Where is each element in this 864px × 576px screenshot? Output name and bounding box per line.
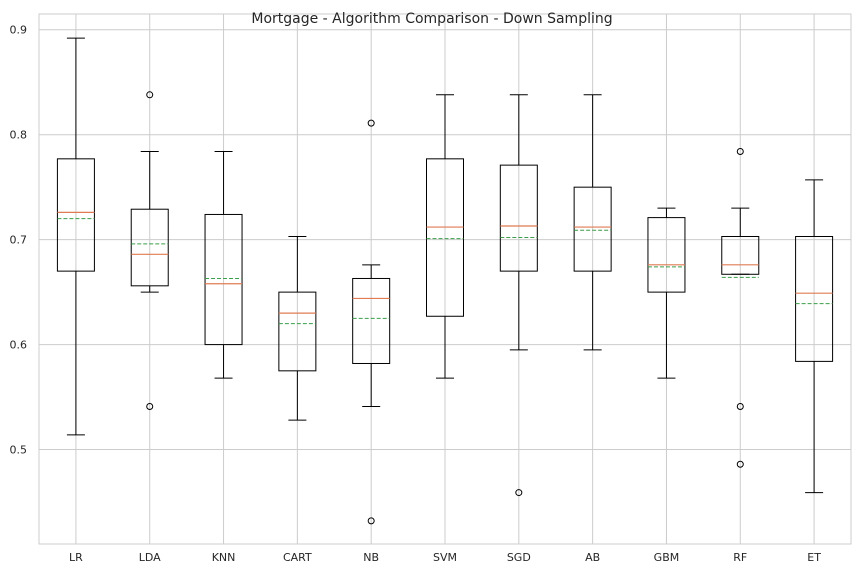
iqr-box (352, 277, 391, 364)
y-tick-label: 0.7 (10, 234, 28, 247)
outlier-point (367, 119, 375, 127)
x-tick-label: CART (283, 551, 312, 564)
outlier-point (367, 517, 375, 525)
iqr-box (573, 186, 612, 272)
y-tick-label: 0.5 (10, 444, 28, 457)
box-svm (426, 94, 464, 379)
grid-lines (39, 14, 851, 544)
iqr-box (426, 158, 464, 317)
y-tick-label: 0.6 (10, 339, 28, 352)
iqr-box (56, 158, 95, 272)
x-tick-label: LR (69, 551, 83, 564)
box-rf (721, 147, 760, 468)
x-tick-label: RF (733, 551, 747, 564)
outlier-point (515, 489, 523, 497)
box-sgd (499, 94, 538, 497)
x-tick-label: SGD (507, 551, 531, 564)
outlier-point (736, 147, 744, 155)
x-tick-label: ET (807, 551, 821, 564)
outlier-point (736, 460, 744, 468)
x-tick-label: GBM (654, 551, 680, 564)
iqr-box (647, 217, 686, 293)
box-et (795, 179, 834, 494)
iqr-box (499, 164, 538, 272)
y-tick-label: 0.8 (10, 129, 28, 142)
iqr-box (721, 235, 760, 275)
box-cart (278, 235, 317, 421)
x-tick-label: NB (363, 551, 379, 564)
y-axis-tick-labels: 0.5 0.6 0.7 0.8 0.9 (10, 24, 28, 457)
plot-area-frame (38, 13, 852, 545)
iqr-box (795, 235, 834, 362)
outlier-point (146, 403, 154, 411)
box-gbm (647, 207, 686, 379)
iqr-box (278, 291, 317, 372)
iqr-box (130, 208, 169, 287)
box-lr (56, 37, 95, 436)
outlier-point (736, 403, 744, 411)
outlier-point (146, 91, 154, 99)
box-nb (352, 119, 391, 525)
x-tick-label: LDA (139, 551, 161, 564)
box-knn (204, 150, 243, 379)
box-lda (130, 91, 169, 411)
x-axis-tick-labels: LR LDA KNN CART NB SVM SGD AB GBM RF ET (69, 551, 821, 564)
x-tick-label: KNN (212, 551, 236, 564)
y-tick-label: 0.9 (10, 24, 28, 37)
box-ab (573, 94, 612, 351)
chart-title: Mortgage - Algorithm Comparison - Down S… (251, 11, 612, 27)
iqr-box (204, 213, 243, 346)
x-tick-label: AB (585, 551, 600, 564)
box-series (56, 37, 834, 525)
x-tick-label: SVM (433, 551, 457, 564)
